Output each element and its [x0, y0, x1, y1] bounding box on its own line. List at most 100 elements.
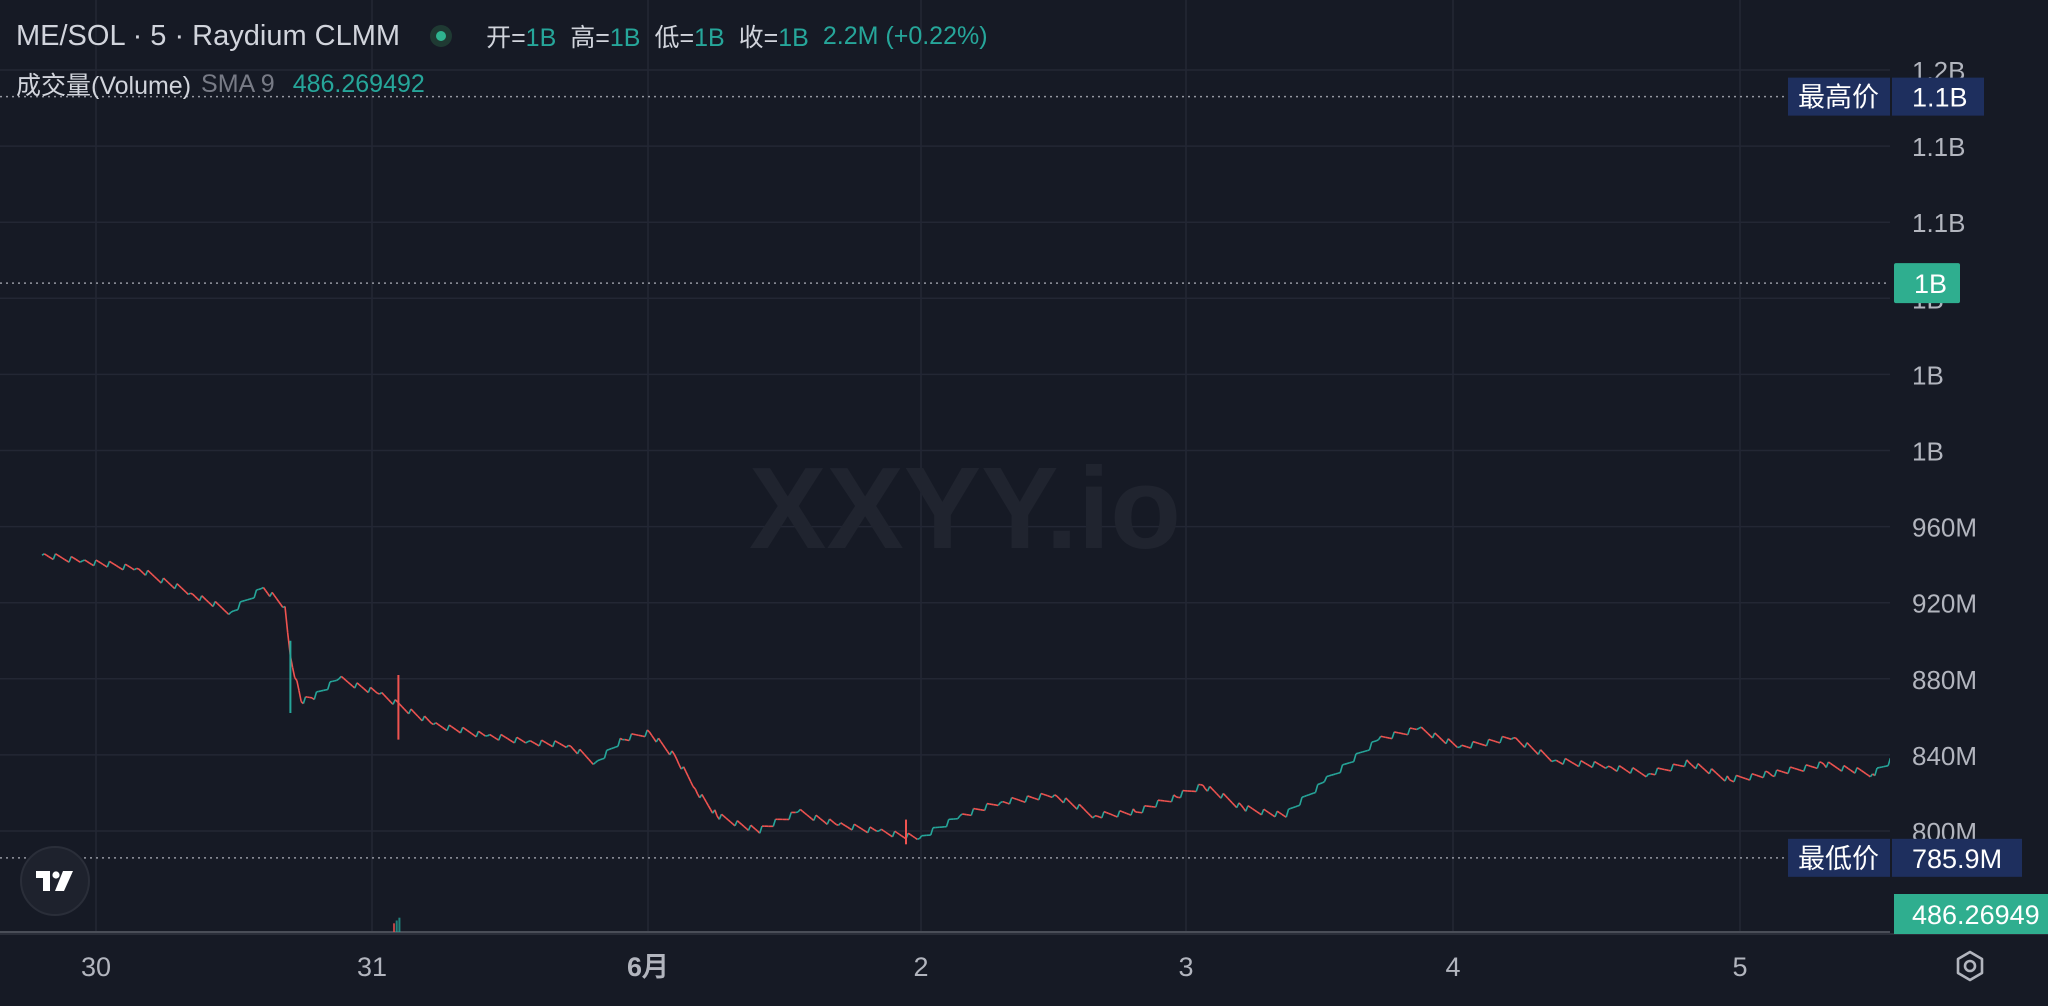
price-candle-segment [797, 808, 801, 813]
price-candle-segment [1539, 749, 1544, 753]
price-candle-segment [491, 735, 495, 739]
price-candle-segment [401, 706, 405, 710]
price-candle-segment [583, 753, 588, 758]
price-candle-segment [1062, 797, 1067, 804]
price-tick-label: 880M [1912, 665, 1977, 695]
volume-indicator-name[interactable]: 成交量(Volume) [16, 72, 192, 100]
price-candle-segment [1765, 770, 1769, 773]
symbol-title[interactable]: ME/SOL · 5 · Raydium CLMM [16, 19, 401, 52]
price-candle-segment [1238, 802, 1242, 806]
price-candle-segment [240, 600, 243, 603]
price-candle-segment [701, 793, 705, 799]
price-candle-segment [1391, 731, 1396, 739]
price-candle-segment [1493, 740, 1496, 743]
low-price-value-bg [1892, 838, 2022, 877]
price-candle-segment [910, 834, 914, 837]
price-candle-segment [106, 561, 111, 568]
price-candle-segment [664, 747, 669, 752]
price-candle-segment [1100, 811, 1105, 819]
price-candle-segment [1573, 763, 1577, 766]
price-candle-segment [192, 593, 196, 597]
volume-sma-tag: 486.26949 [1912, 900, 2040, 930]
price-candle-segment [262, 587, 267, 591]
price-candle-segment [1504, 736, 1507, 739]
price-candle-segment [1321, 780, 1325, 784]
price-candle-segment [1528, 744, 1533, 748]
price-candle-segment [271, 591, 275, 596]
price-candle-segment [1609, 766, 1613, 769]
price-candle-segment [563, 745, 567, 749]
price-candle-segment [118, 566, 122, 570]
price-candle-segment [1004, 801, 1008, 804]
price-candle-segment [660, 741, 664, 746]
price-candle-segment [1040, 792, 1044, 795]
price-candle-segment [1132, 808, 1137, 813]
price-candle-segment [1787, 766, 1792, 774]
price-candle-segment [435, 722, 439, 725]
price-candle-segment [127, 564, 131, 568]
volume-legend[interactable]: 成交量(Volume) SMA 9 486.269492 [16, 66, 425, 102]
price-candle-segment [1367, 749, 1370, 752]
price-candle-segment [520, 739, 524, 743]
price-candle-segment [1231, 802, 1236, 806]
price-candle-segment [837, 822, 842, 826]
price-candle-segment [678, 763, 682, 770]
symbol-header: ME/SOL · 5 · Raydium CLMM 开=1B 高=1B 低=1B… [16, 16, 988, 56]
price-candle-segment [212, 601, 216, 607]
price-candle-segment [151, 573, 156, 578]
price-candle-segment [124, 563, 128, 567]
price-candle-segment [1020, 799, 1024, 803]
price-candle-segment [379, 691, 383, 695]
price-candle-segment [426, 717, 430, 722]
price-candle-segment [1551, 759, 1555, 763]
price-candle-segment [131, 567, 135, 571]
price-candle-segment [284, 606, 289, 633]
price-candle-segment [1475, 741, 1478, 744]
price-candle-segment [1808, 764, 1811, 768]
price-candle-segment [1018, 799, 1022, 802]
price-candle-segment [1858, 768, 1863, 772]
price-candle-segment [1249, 806, 1253, 810]
price-candle-segment [394, 699, 399, 703]
price-candle-segment [1688, 761, 1692, 766]
price-candle-segment [813, 814, 817, 821]
price-candle-segment [579, 748, 583, 753]
price-candle-segment [225, 611, 230, 616]
settings-icon[interactable] [1952, 948, 1988, 984]
price-candle-segment [1816, 761, 1821, 769]
price-candle-segment [1452, 742, 1456, 746]
price-tick-label: 920M [1912, 589, 1977, 619]
price-candle-segment [41, 553, 45, 556]
price-candle-segment [1294, 805, 1298, 808]
tradingview-logo-icon[interactable] [20, 846, 90, 916]
price-candle-segment [1639, 771, 1643, 775]
price-candle-segment [1256, 811, 1260, 814]
price-candle-segment [581, 751, 585, 755]
price-candle-segment [1564, 757, 1568, 761]
price-candle-segment [747, 824, 752, 831]
price-tick-label: 1B [1912, 437, 1944, 467]
price-candle-segment [1490, 739, 1494, 742]
price-candle-segment [1772, 774, 1775, 778]
price-candle-segment [1744, 777, 1748, 781]
price-candle-segment [1065, 797, 1069, 801]
market-status-icon[interactable] [430, 25, 453, 47]
price-candle-segment [1562, 758, 1566, 765]
price-candle-segment [433, 722, 437, 726]
price-candle-segment [610, 747, 614, 750]
price-candle-segment [1220, 793, 1224, 799]
price-candle-segment [399, 703, 403, 708]
price-candle-segment [64, 558, 68, 562]
ohlc-close: 收=1B [739, 18, 809, 54]
price-candle-segment [568, 744, 572, 748]
price-candle-segment [1319, 782, 1323, 785]
price-candle-segment [1801, 769, 1804, 773]
price-candle-segment [1447, 738, 1452, 742]
price-candle-segment [529, 740, 533, 743]
price-candle-segment [437, 723, 441, 727]
price-candle-segment [1170, 794, 1175, 802]
price-candle-segment [1116, 810, 1121, 818]
price-candle-segment [338, 675, 342, 680]
